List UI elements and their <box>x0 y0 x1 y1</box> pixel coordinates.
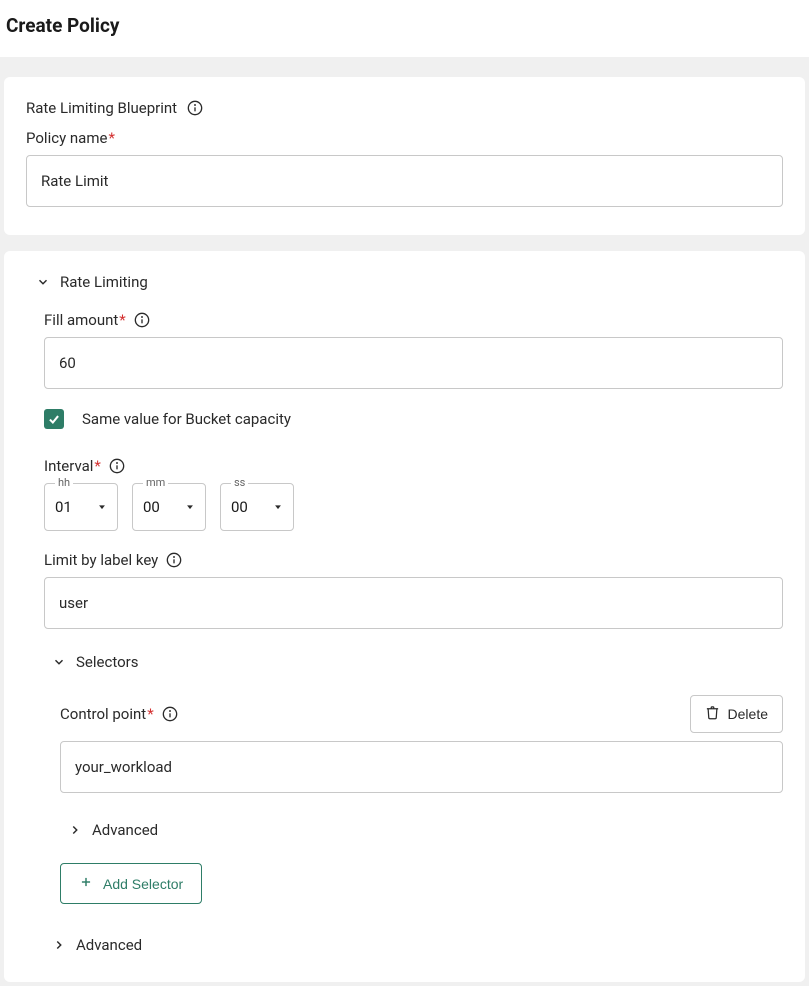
blueprint-label: Rate Limiting Blueprint <box>26 99 177 117</box>
fill-amount-group: Fill amount* <box>44 311 783 389</box>
required-asterisk: * <box>108 129 114 147</box>
page-header: Create Policy <box>0 0 809 57</box>
hh-label: hh <box>55 476 73 489</box>
required-asterisk: * <box>147 705 153 723</box>
info-icon[interactable] <box>166 552 182 568</box>
policy-name-card: Rate Limiting Blueprint Policy name* <box>4 77 805 235</box>
chevron-right-icon <box>52 938 66 952</box>
add-selector-button[interactable]: Add Selector <box>60 863 202 904</box>
ss-label: ss <box>231 476 248 489</box>
info-icon[interactable] <box>109 458 125 474</box>
mm-label: mm <box>143 476 168 489</box>
info-icon[interactable] <box>187 100 203 116</box>
ss-select-wrap: ss 00 <box>220 483 294 531</box>
fill-amount-label: Fill amount* <box>44 311 126 329</box>
limit-by-label-key-input[interactable] <box>44 577 783 629</box>
rate-limiting-body: Fill amount* <box>36 311 783 954</box>
rate-limiting-advanced-toggle[interactable]: Advanced <box>44 936 783 954</box>
selectors-subsection: Selectors Control point* <box>44 653 783 904</box>
trash-icon <box>705 705 720 723</box>
control-point-label: Control point* <box>60 705 154 723</box>
rate-limiting-header[interactable]: Rate Limiting <box>36 273 783 291</box>
same-value-label: Same value for Bucket capacity <box>82 410 291 428</box>
selectors-advanced-label: Advanced <box>92 821 158 839</box>
control-point-row: Control point* <box>60 695 783 733</box>
rate-limiting-title: Rate Limiting <box>60 273 148 291</box>
chevron-right-icon <box>68 823 82 837</box>
policy-name-label-row: Policy name* <box>26 129 783 147</box>
ss-select[interactable]: 00 <box>220 483 294 531</box>
interval-label: Interval* <box>44 457 101 475</box>
chevron-down-icon <box>36 275 50 289</box>
same-value-checkbox-row: Same value for Bucket capacity <box>44 409 783 429</box>
delete-label: Delete <box>728 706 768 722</box>
policy-name-label: Policy name* <box>26 129 115 147</box>
caret-down-icon <box>273 502 283 512</box>
ss-value: 00 <box>231 498 248 516</box>
rate-limiting-advanced-label: Advanced <box>76 936 142 954</box>
selectors-advanced-toggle[interactable]: Advanced <box>60 821 783 839</box>
required-asterisk: * <box>119 311 125 329</box>
page-title: Create Policy <box>6 14 803 37</box>
plus-icon <box>79 875 93 892</box>
caret-down-icon <box>185 502 195 512</box>
control-point-input[interactable] <box>60 741 783 793</box>
selectors-title: Selectors <box>76 653 138 671</box>
rate-limiting-card: Rate Limiting Fill amount* <box>4 251 805 982</box>
required-asterisk: * <box>94 457 100 475</box>
mm-value: 00 <box>143 498 160 516</box>
info-icon[interactable] <box>134 312 150 328</box>
hh-select[interactable]: 01 <box>44 483 118 531</box>
same-value-checkbox[interactable] <box>44 409 64 429</box>
fill-amount-input[interactable] <box>44 337 783 389</box>
interval-label-row: Interval* <box>44 457 783 475</box>
rate-limiting-section: Rate Limiting Fill amount* <box>26 273 783 954</box>
policy-name-input[interactable] <box>26 155 783 207</box>
blueprint-row: Rate Limiting Blueprint <box>26 99 783 117</box>
info-icon[interactable] <box>162 706 178 722</box>
chevron-down-icon <box>52 655 66 669</box>
interval-group: Interval* <box>44 457 783 531</box>
hh-select-wrap: hh 01 <box>44 483 118 531</box>
control-point-label-wrap: Control point* <box>60 695 178 723</box>
selectors-body: Control point* <box>52 695 783 904</box>
limit-by-label-row: Limit by label key <box>44 551 783 569</box>
selectors-header[interactable]: Selectors <box>52 653 783 671</box>
limit-by-label-key-group: Limit by label key <box>44 551 783 629</box>
interval-selects: hh 01 mm <box>44 483 783 531</box>
hh-value: 01 <box>55 498 72 516</box>
content-area: Rate Limiting Blueprint Policy name* <box>0 57 809 986</box>
fill-amount-label-row: Fill amount* <box>44 311 783 329</box>
mm-select-wrap: mm 00 <box>132 483 206 531</box>
delete-button[interactable]: Delete <box>690 695 783 733</box>
limit-by-label: Limit by label key <box>44 551 158 569</box>
mm-select[interactable]: 00 <box>132 483 206 531</box>
add-selector-label: Add Selector <box>103 876 183 892</box>
caret-down-icon <box>97 502 107 512</box>
